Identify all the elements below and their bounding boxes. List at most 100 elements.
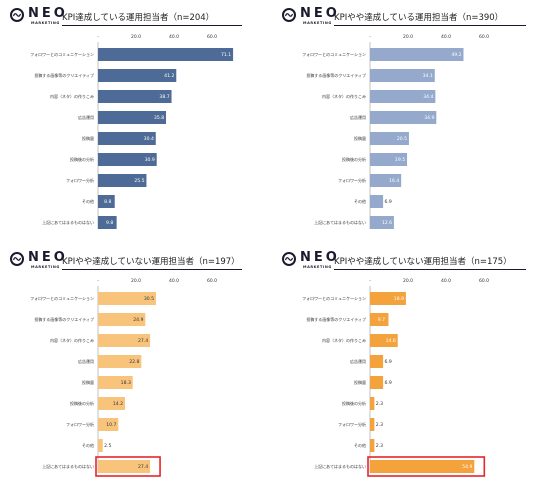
data-label: 30.5 xyxy=(144,296,154,302)
bar xyxy=(370,334,398,347)
x-tick-label: 60.0 xyxy=(479,34,489,40)
category-label: 投稿量 xyxy=(82,135,94,141)
category-label: その他 xyxy=(82,198,94,204)
category-label: フォロワーとのコミュニケーション xyxy=(302,51,366,57)
data-label: 30.4 xyxy=(144,136,154,142)
x-tick-label: 40.0 xyxy=(441,278,451,284)
title-underline xyxy=(334,25,526,26)
bar xyxy=(370,418,375,431)
chart-title: KPI達成している運用担当者（n=204） xyxy=(62,13,215,23)
neo-marketing-logo: NEO MARKETING xyxy=(282,6,342,30)
bar xyxy=(370,48,464,61)
logo-text: NEO xyxy=(300,250,340,265)
data-label: 49.2 xyxy=(451,52,461,58)
bar xyxy=(98,334,151,347)
category-label: その他 xyxy=(82,442,94,448)
bar xyxy=(370,195,384,208)
category-label: 上記にあてはまるものはない xyxy=(42,463,94,469)
x-tick-label: 20.0 xyxy=(131,278,141,284)
data-label: 10.7 xyxy=(106,422,116,428)
logo-subtext: MARKETING xyxy=(303,21,332,25)
category-label: フォロワーとのコミュニケーション xyxy=(30,51,94,57)
category-label: 内容（ネタ）の作りこみ xyxy=(50,93,94,99)
title-underline xyxy=(62,25,242,26)
bar-chart: - 20.0 40.0 60.0 フォロワーとのコミュニケーション 71.1 投稿する画像等… xyxy=(30,34,234,229)
x-tick-label: 40.0 xyxy=(441,34,451,40)
logo-wave-icon xyxy=(285,13,293,17)
data-label: 38.7 xyxy=(159,94,169,100)
data-label: 24.9 xyxy=(133,317,143,323)
x-tick-label: 20.0 xyxy=(131,34,141,40)
data-label: 18.9 xyxy=(394,296,404,302)
data-label: 71.1 xyxy=(221,52,231,58)
bar xyxy=(98,153,157,166)
bar xyxy=(98,439,103,452)
chart-panel-top-right: NEO MARKETING KPIやや達成している運用担当者（n=390） - 2… xyxy=(282,6,532,236)
bar xyxy=(98,313,146,326)
bar xyxy=(98,397,125,410)
bar xyxy=(98,111,167,124)
bar xyxy=(370,174,402,187)
bar xyxy=(98,90,172,103)
neo-marketing-logo: NEO MARKETING xyxy=(282,250,342,274)
logo-circle-icon xyxy=(282,252,296,266)
chart-panel-top-left: NEO MARKETING KPI達成している運用担当者（n=204） - 20.… xyxy=(10,6,260,236)
bar xyxy=(370,90,436,103)
logo-subtext: MARKETING xyxy=(31,21,60,25)
data-label: 8.8 xyxy=(104,199,111,205)
category-label: 投稿後の分析 xyxy=(342,400,366,406)
bar xyxy=(370,132,409,145)
title-underline xyxy=(334,269,526,270)
bar xyxy=(98,418,119,431)
category-label: 投稿する画像等のクリエイティブ xyxy=(34,316,94,322)
category-label: 内容（ネタ）の作りこみ xyxy=(322,93,366,99)
data-label: 18.3 xyxy=(121,380,131,386)
bar xyxy=(370,216,394,229)
bar xyxy=(98,376,133,389)
category-label: 上記にあてはまるものはない xyxy=(314,463,366,469)
category-label: フォロワーとのコミュニケーション xyxy=(302,295,366,301)
category-label: 投稿する画像等のクリエイティブ xyxy=(306,316,366,322)
x-tick-label: 60.0 xyxy=(207,278,217,284)
bar xyxy=(370,111,437,124)
bar-chart: - 20.0 40.0 60.0 フォロワーとのコミュニケーション 18.9 投稿する画像等… xyxy=(302,278,489,477)
category-label: フォロワー分析 xyxy=(66,421,94,427)
data-label: 6.9 xyxy=(384,380,391,386)
neo-marketing-logo: NEO MARKETING xyxy=(10,6,70,30)
data-label: 41.2 xyxy=(164,73,174,79)
category-label: 投稿量 xyxy=(354,135,366,141)
bar xyxy=(370,313,389,326)
category-label: 内容（ネタ）の作りこみ xyxy=(50,337,94,343)
x-tick-label: - xyxy=(97,35,99,40)
x-tick-label: 20.0 xyxy=(403,278,413,284)
data-label: 34.1 xyxy=(423,73,433,79)
x-tick-label: 60.0 xyxy=(479,278,489,284)
category-label: 投稿する画像等のクリエイティブ xyxy=(34,72,94,78)
logo-circle-icon xyxy=(10,252,24,266)
chart-panel-bottom-right: NEO MARKETING KPIやや達成していない運用担当者（n=175） -… xyxy=(282,250,532,480)
data-label: 9.8 xyxy=(106,220,113,226)
data-label: 2.3 xyxy=(376,401,383,407)
bar xyxy=(370,355,384,368)
category-label: 投稿後の分析 xyxy=(70,400,94,406)
x-tick-label: 20.0 xyxy=(403,34,413,40)
category-label: 上記にあてはまるものはない xyxy=(314,219,366,225)
chart-title: KPIやや達成していない運用担当者（n=175） xyxy=(334,257,512,267)
x-tick-label: - xyxy=(369,35,371,40)
category-label: 投稿する画像等のクリエイティブ xyxy=(306,72,366,78)
category-label: その他 xyxy=(354,442,366,448)
bar xyxy=(370,460,475,473)
data-label: 12.6 xyxy=(382,220,392,226)
x-tick-label: - xyxy=(97,279,99,284)
logo-text: NEO xyxy=(28,250,68,265)
data-label: 25.5 xyxy=(134,178,144,184)
bar xyxy=(98,174,147,187)
bar xyxy=(98,132,156,145)
category-label: フォロワー分析 xyxy=(66,177,94,183)
bar xyxy=(370,397,375,410)
x-tick-label: 40.0 xyxy=(169,34,179,40)
x-tick-label: - xyxy=(369,279,371,284)
category-label: 投稿後の分析 xyxy=(70,156,94,162)
chart-title: KPIやや達成している運用担当者（n=390） xyxy=(334,13,504,23)
data-label: 54.9 xyxy=(462,464,472,470)
